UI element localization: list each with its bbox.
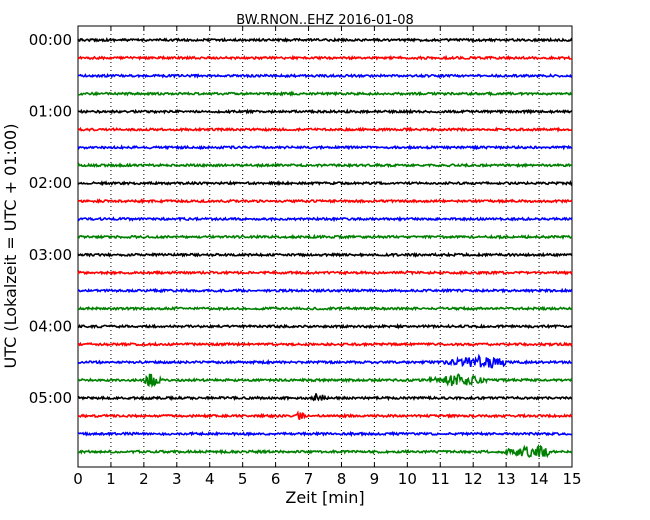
x-tick-label: 1 <box>106 470 116 488</box>
x-tick-label: 13 <box>497 470 516 488</box>
x-tick-label: 8 <box>337 470 347 488</box>
trace-line <box>77 72 573 79</box>
x-tick-label: 0 <box>73 470 83 488</box>
x-tick-label: 15 <box>562 470 581 488</box>
plot-frame <box>77 25 573 468</box>
trace-line <box>77 90 573 97</box>
x-tick-label: 11 <box>431 470 450 488</box>
x-tick-label: 7 <box>304 470 314 488</box>
trace-line <box>77 126 573 133</box>
x-tick-label: 5 <box>238 470 248 488</box>
trace-line <box>77 269 573 276</box>
trace-line <box>77 430 573 438</box>
x-tick-label: 9 <box>370 470 380 488</box>
trace-line <box>77 305 573 312</box>
trace-line <box>77 108 573 115</box>
trace-line <box>77 353 573 369</box>
trace-line <box>77 198 573 205</box>
x-tick-label: 2 <box>139 470 149 488</box>
y-tick-label: 01:00 <box>29 103 72 121</box>
y-axis-label: UTC (Lokalzeit = UTC + 01:00) <box>1 124 20 369</box>
trace-line <box>77 233 573 241</box>
trace-line <box>77 36 573 43</box>
trace-line <box>77 180 573 187</box>
x-tick-label: 14 <box>530 470 549 488</box>
trace-line <box>77 54 573 61</box>
trace-group <box>77 36 573 459</box>
y-tick-label: 02:00 <box>29 174 72 192</box>
trace-line <box>77 393 573 402</box>
y-tick-label: 03:00 <box>29 246 72 264</box>
trace-line <box>77 162 573 169</box>
trace-line <box>77 323 573 330</box>
x-tick-label: 10 <box>398 470 417 488</box>
y-tick-label: 00:00 <box>29 31 72 49</box>
x-tick-label: 4 <box>205 470 215 488</box>
trace-line <box>77 373 573 389</box>
trace-line <box>77 341 573 348</box>
chart-title: BW.RNON..EHZ 2016-01-08 <box>236 13 414 28</box>
x-tick-label: 3 <box>172 470 182 488</box>
y-tick-label: 05:00 <box>29 389 72 407</box>
x-tick-label: 6 <box>271 470 281 488</box>
grid-lines <box>110 26 540 467</box>
y-axis-ticks: 00:00 01:00 02:00 03:00 04:00 05:00 <box>29 31 572 407</box>
trace-line <box>77 410 573 421</box>
trace-line <box>77 443 573 459</box>
trace-line <box>77 251 573 258</box>
trace-line <box>77 287 573 294</box>
trace-line <box>77 215 573 223</box>
y-tick-label: 04:00 <box>29 317 72 335</box>
x-axis-label: Zeit [min] <box>285 488 364 507</box>
x-tick-label: 12 <box>464 470 483 488</box>
x-axis-ticks: 0 1 2 3 4 5 6 7 8 9 10 11 12 13 14 15 <box>73 26 582 488</box>
trace-line <box>77 144 573 151</box>
